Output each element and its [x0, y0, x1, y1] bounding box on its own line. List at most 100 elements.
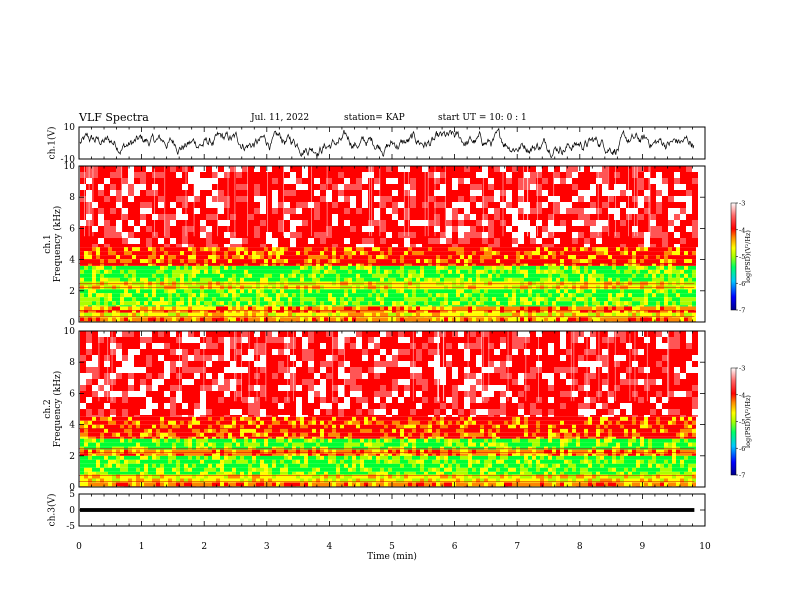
spectrogram-cell	[554, 190, 560, 196]
spectrogram-cell	[84, 251, 88, 256]
spectrogram-cell	[372, 310, 376, 313]
spectrogram-cell	[188, 255, 192, 260]
spectrogram-cell	[688, 306, 692, 311]
spectrogram-cell	[392, 238, 398, 244]
spectrogram-cell	[288, 317, 292, 322]
spectrogram-cell	[196, 312, 200, 317]
spectrogram-cell	[88, 265, 92, 270]
spectrogram-cell	[218, 202, 224, 208]
spectrogram-cell	[644, 305, 648, 307]
spectrogram-cell	[572, 190, 578, 196]
spectrogram-cell	[496, 255, 500, 260]
spectrogram-cell	[276, 277, 280, 282]
spectrogram-cell	[208, 293, 212, 298]
spectrogram-cell	[692, 166, 698, 172]
spectrogram-cell	[662, 226, 668, 232]
spectrogram-cell	[556, 263, 560, 266]
spectrogram-cell	[404, 305, 408, 307]
spectrogram-cell	[440, 208, 446, 214]
spectrogram-cell	[164, 293, 168, 298]
spectrogram-cell	[648, 312, 652, 317]
spectrogram-cell	[620, 263, 624, 266]
spectrogram-cell	[100, 305, 104, 307]
spectrogram-cell	[412, 273, 416, 278]
spectrogram-cell	[104, 305, 108, 307]
spectrogram-cell	[506, 208, 512, 214]
spectrogram-cell	[416, 317, 420, 322]
spectrogram-cell	[92, 220, 98, 226]
spectrogram-cell	[500, 259, 504, 264]
spectrogram-cell	[372, 316, 376, 318]
spectrogram-cell	[152, 289, 156, 294]
spectrogram-cell	[208, 310, 212, 313]
spectrogram-cell	[530, 214, 536, 220]
spectrogram-cell	[116, 247, 120, 252]
spectrogram-cell	[320, 208, 326, 214]
spectrogram-cell	[136, 289, 140, 294]
spectrogram-cell	[368, 289, 372, 294]
spectrogram-cell	[434, 226, 440, 232]
spectrogram-cell	[446, 226, 452, 232]
spectrogram-cell	[132, 247, 136, 252]
spectrogram-cell	[600, 255, 604, 260]
spectrogram-cell	[362, 208, 368, 214]
spectrogram-cell	[296, 220, 302, 226]
spectrogram-cell	[668, 293, 672, 298]
spectrogram-cell	[484, 306, 488, 311]
spectrogram-cell	[648, 301, 652, 306]
spectrogram-cell	[612, 251, 616, 256]
spectrogram-cell	[128, 220, 134, 226]
spectrogram-cell	[488, 232, 494, 238]
spectrogram-cell	[494, 238, 500, 244]
spectrogram-cell	[506, 214, 512, 220]
spectrogram-cell	[170, 226, 176, 232]
spectrogram-cell	[580, 259, 584, 264]
spectrogram-cell	[508, 277, 512, 282]
spectrogram-cell	[368, 251, 372, 256]
spectrogram-cell	[608, 317, 612, 322]
spectrogram-cell	[304, 269, 308, 274]
spectrogram-cell	[680, 184, 686, 190]
spectrogram-cell	[602, 220, 608, 226]
spectrogram-cell	[216, 273, 220, 278]
spectrogram-cell	[600, 273, 604, 278]
spectrogram-cell	[212, 214, 218, 220]
spectrogram-cell	[350, 178, 356, 184]
spectrogram-cell	[296, 178, 302, 184]
spectrogram-cell	[332, 178, 338, 184]
spectrogram-cell	[188, 265, 192, 270]
spectrogram-cell	[280, 297, 284, 302]
spectrogram-cell	[656, 306, 660, 311]
spectrogram-cell	[276, 301, 280, 306]
spectrogram-cell	[200, 263, 204, 266]
spectrogram-cell	[512, 310, 516, 313]
spectrogram-cell	[494, 196, 500, 202]
spectrogram-cell	[580, 251, 584, 256]
spectrogram-cell	[424, 259, 428, 264]
spectrogram-cell	[556, 247, 560, 252]
spectrogram-cell	[376, 316, 380, 318]
spectrogram-cell	[228, 277, 232, 282]
spectrogram-cell	[260, 297, 264, 302]
spectrogram-cell	[668, 301, 672, 306]
spectrogram-cell	[512, 317, 516, 322]
spectrogram-cell	[520, 316, 524, 318]
spectrogram-cell	[344, 293, 348, 298]
spectrogram-cell	[532, 259, 536, 264]
spectrogram-cell	[512, 273, 516, 278]
spectrogram-cell	[176, 293, 180, 298]
spectrogram-cell	[180, 293, 184, 298]
spectrogram-cell	[536, 316, 540, 318]
spectrogram-cell	[452, 312, 456, 317]
spectrogram-cell	[184, 259, 188, 264]
spectrogram-cell	[302, 184, 308, 190]
spectrogram-cell	[540, 317, 544, 322]
spectrogram-cell	[524, 232, 530, 238]
spectrogram-cell	[300, 310, 304, 313]
spectrogram-cell	[656, 312, 660, 317]
spectrogram-cell	[686, 184, 692, 190]
spectrogram-cell	[368, 184, 374, 190]
spectrogram-cell	[480, 297, 484, 302]
spectrogram-cell	[480, 317, 484, 322]
spectrogram-cell	[576, 312, 580, 317]
